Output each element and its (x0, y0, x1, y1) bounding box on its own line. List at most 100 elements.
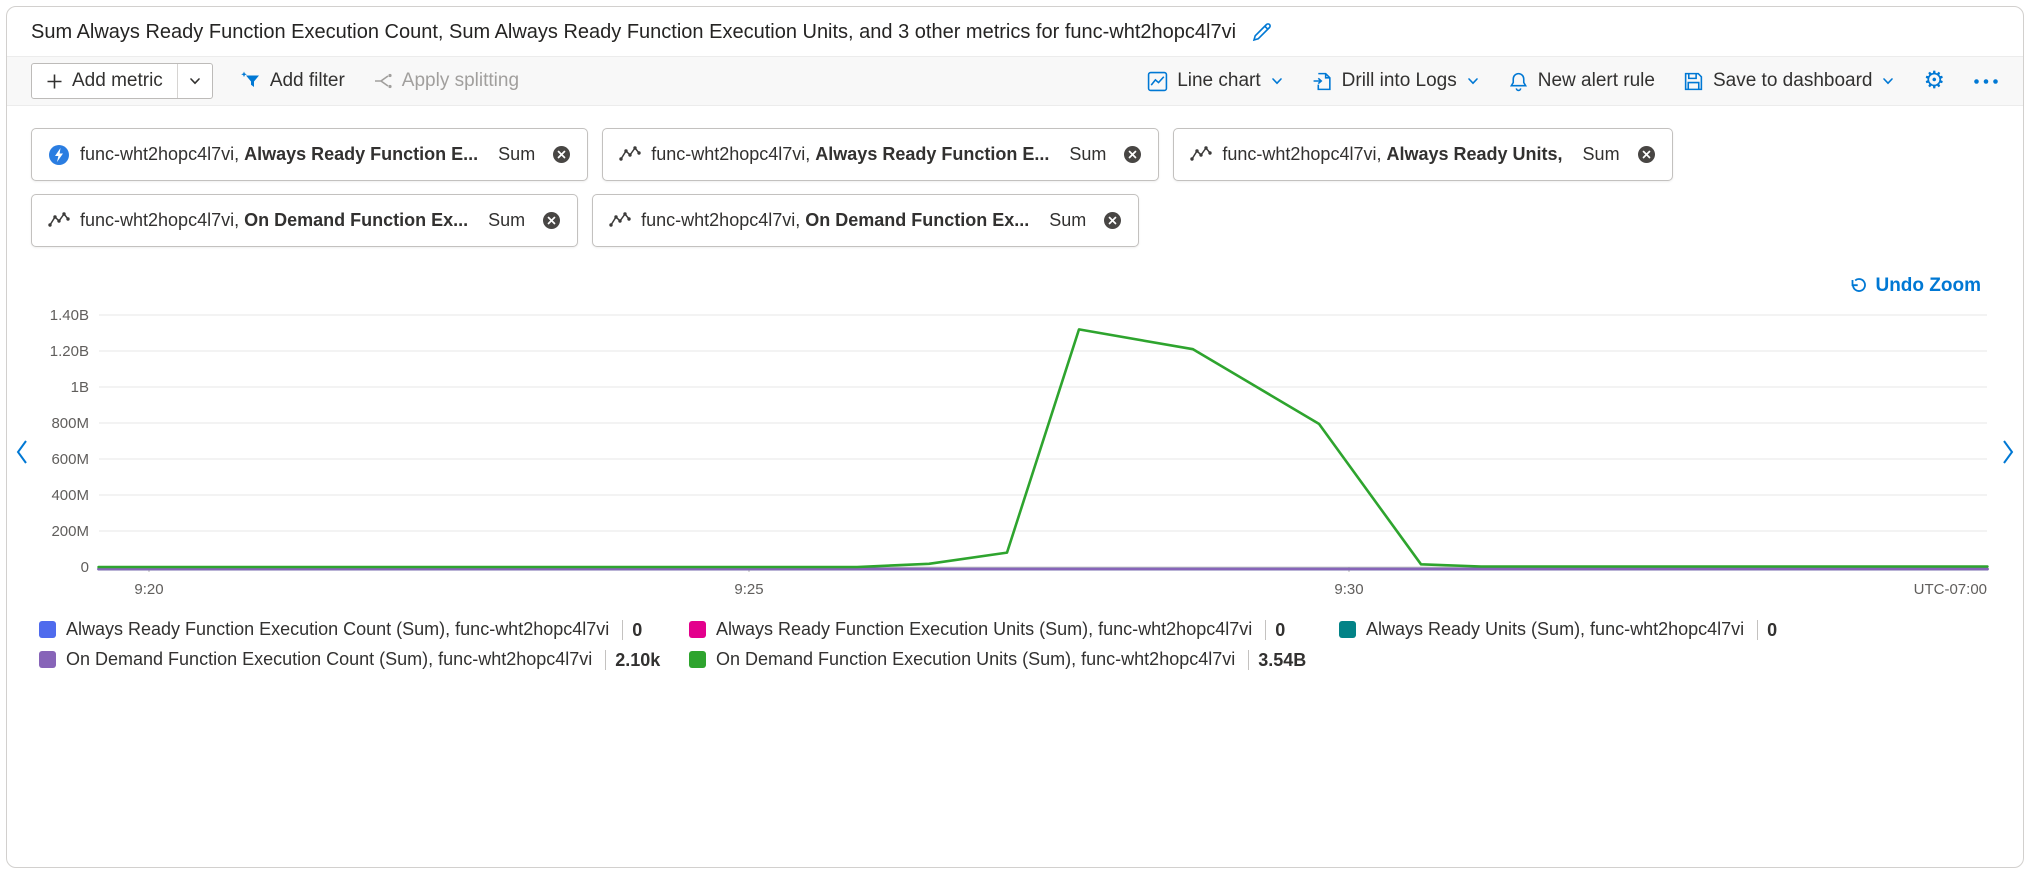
pill-metric: Always Ready Units, (1386, 144, 1563, 164)
svg-text:UTC-07:00: UTC-07:00 (1914, 581, 1987, 598)
svg-text:9:20: 9:20 (134, 581, 163, 598)
svg-text:800M: 800M (51, 415, 89, 432)
chevron-down-icon (1467, 78, 1478, 85)
svg-text:1B: 1B (71, 379, 89, 396)
legend-label: Always Ready Function Execution Count (S… (66, 619, 610, 639)
legend-value: 0 (1757, 619, 1777, 640)
metric-pill[interactable]: func-wht2hopc4l7vi, Always Ready Functio… (602, 128, 1160, 181)
pill-aggregation: Sum (1069, 144, 1107, 164)
legend-label: Always Ready Units (Sum), func-wht2hopc4… (1366, 619, 1745, 639)
chevron-down-icon (190, 78, 200, 85)
pill-row: func-wht2hopc4l7vi, Always Ready Functio… (31, 128, 1999, 181)
legend-item[interactable]: Always Ready Function Execution Units (S… (689, 619, 1339, 640)
legend-swatch (1339, 621, 1356, 638)
remove-metric-icon[interactable] (1103, 211, 1122, 230)
undo-zoom-label: Undo Zoom (1875, 275, 1981, 296)
pill-resource: func-wht2hopc4l7vi, (1222, 144, 1382, 164)
chart-scroll-left[interactable] (9, 437, 35, 467)
metric-pill[interactable]: func-wht2hopc4l7vi, Always Ready Functio… (31, 128, 589, 181)
add-metric-dropdown[interactable] (176, 64, 212, 98)
new-alert-rule-button[interactable]: New alert rule (1508, 70, 1655, 92)
legend-item[interactable]: On Demand Function Execution Units (Sum)… (689, 649, 1339, 670)
add-metric-button[interactable]: Add metric (32, 64, 177, 98)
page-title: Sum Always Ready Function Execution Coun… (31, 20, 1237, 43)
metric-pill[interactable]: func-wht2hopc4l7vi, On Demand Function E… (31, 194, 579, 247)
chevron-left-icon (16, 440, 27, 464)
legend-swatch (689, 651, 706, 668)
pill-resource: func-wht2hopc4l7vi, (651, 144, 811, 164)
metric-pill[interactable]: func-wht2hopc4l7vi, On Demand Function E… (592, 194, 1140, 247)
remove-metric-icon[interactable] (1123, 145, 1142, 164)
ellipsis-icon (1974, 78, 1998, 84)
pill-row: func-wht2hopc4l7vi, On Demand Function E… (31, 194, 1999, 247)
settings-gear-icon[interactable]: ⚙ (1923, 67, 1945, 94)
apply-splitting-label: Apply splitting (401, 70, 520, 91)
chart-area: 0 200M 400M 600M 800M 1B 1.20B 1.40B 9:20 9:25 9:3… (7, 301, 2023, 603)
legend-value: 2.10k (605, 649, 660, 670)
legend-label: Always Ready Function Execution Units (S… (716, 619, 1253, 639)
legend-swatch (689, 621, 706, 638)
more-options-button[interactable] (1973, 78, 1999, 85)
metric-sparkline-icon (1190, 145, 1213, 161)
function-app-icon (49, 144, 69, 165)
apply-splitting-button[interactable]: Apply splitting (373, 70, 519, 92)
svg-text:600M: 600M (51, 451, 89, 468)
pill-aggregation: Sum (1582, 144, 1620, 164)
svg-text:400M: 400M (51, 487, 89, 504)
pill-resource: func-wht2hopc4l7vi, (80, 144, 240, 164)
legend-label: On Demand Function Execution Units (Sum)… (716, 649, 1236, 669)
pill-resource: func-wht2hopc4l7vi, (80, 210, 240, 230)
chart-legend: Always Ready Function Execution Count (S… (7, 603, 2023, 670)
add-metric-label: Add metric (72, 70, 163, 91)
remove-metric-icon[interactable] (552, 145, 571, 164)
edit-title-pencil-icon[interactable] (1250, 20, 1274, 44)
save-icon (1684, 72, 1703, 90)
save-to-dashboard-button[interactable]: Save to dashboard (1683, 70, 1896, 92)
alert-bell-icon (1509, 72, 1527, 91)
pill-metric: On Demand Function Ex... (244, 210, 469, 230)
svg-text:9:25: 9:25 (734, 581, 763, 598)
drill-into-logs-button[interactable]: Drill into Logs (1312, 70, 1480, 92)
legend-value: 0 (1265, 619, 1285, 640)
split-icon (374, 73, 392, 89)
filter-icon (241, 71, 259, 87)
chart-scroll-right[interactable] (1995, 437, 2021, 467)
pill-aggregation: Sum (1049, 210, 1087, 230)
metrics-line-chart[interactable]: 0 200M 400M 600M 800M 1B 1.20B 1.40B 9:20 9:25 9:3… (35, 301, 1995, 603)
pill-aggregation: Sum (488, 210, 526, 230)
legend-swatch (39, 621, 56, 638)
legend-value: 0 (622, 619, 642, 640)
add-metric-split-button: Add metric (31, 63, 213, 99)
metric-pill-area: func-wht2hopc4l7vi, Always Ready Functio… (7, 106, 2023, 247)
metric-pill[interactable]: func-wht2hopc4l7vi, Always Ready Units, … (1173, 128, 1673, 181)
legend-item[interactable]: On Demand Function Execution Count (Sum)… (39, 649, 689, 670)
chevron-down-icon (1271, 78, 1282, 85)
undo-zoom-button[interactable]: Undo Zoom (1848, 275, 1981, 297)
chart-type-button[interactable]: Line chart (1147, 70, 1283, 92)
metric-sparkline-icon (48, 211, 70, 227)
remove-metric-icon[interactable] (1637, 145, 1656, 164)
remove-metric-icon[interactable] (542, 211, 561, 230)
metric-sparkline-icon (609, 211, 631, 227)
legend-item[interactable]: Always Ready Units (Sum), func-wht2hopc4… (1339, 619, 1991, 640)
toolbar-left: Add metric Add filter (31, 63, 519, 99)
pill-metric: On Demand Function Ex... (805, 210, 1030, 230)
svg-text:9:30: 9:30 (1334, 581, 1363, 598)
add-filter-label: Add filter (269, 70, 345, 91)
undo-icon (1852, 277, 1867, 292)
undo-zoom-row: Undo Zoom (7, 260, 2023, 299)
chart-type-label: Line chart (1177, 70, 1261, 91)
pill-metric: Always Ready Function E... (244, 144, 479, 164)
svg-text:1.20B: 1.20B (50, 343, 89, 360)
svg-text:200M: 200M (51, 523, 89, 540)
pill-aggregation: Sum (498, 144, 536, 164)
legend-item[interactable]: Always Ready Function Execution Count (S… (39, 619, 689, 640)
toolbar: Add metric Add filter (7, 56, 2023, 106)
line-chart-icon (1147, 71, 1168, 91)
drill-into-logs-icon (1313, 72, 1331, 90)
add-filter-button[interactable]: Add filter (241, 70, 345, 92)
chevron-down-icon (1883, 78, 1894, 85)
plus-icon (47, 74, 62, 88)
legend-value: 3.54B (1248, 649, 1306, 670)
svg-text:1.40B: 1.40B (50, 307, 89, 324)
